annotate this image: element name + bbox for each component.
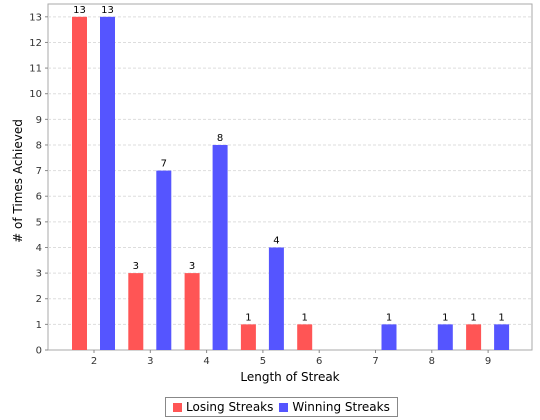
bar-winning-8 (437, 324, 453, 350)
y-tick-label: 7 (36, 166, 42, 177)
legend-item-losing: Losing Streaks (173, 400, 273, 414)
y-tick-label: 13 (29, 12, 42, 23)
bar-losing-4 (184, 273, 200, 350)
data-label: 1 (386, 312, 392, 323)
y-tick-label: 12 (29, 38, 42, 49)
y-tick-label: 1 (36, 320, 42, 331)
data-label: 13 (73, 5, 86, 16)
legend-swatch-losing (173, 402, 182, 412)
x-tick-label: 3 (147, 356, 153, 367)
data-label: 4 (273, 235, 279, 246)
y-tick-label: 8 (36, 140, 42, 151)
bars (72, 16, 510, 350)
data-label: 3 (133, 261, 139, 272)
legend-item-winning: Winning Streaks (279, 400, 390, 414)
data-label: 1 (498, 312, 504, 323)
legend-label-winning: Winning Streaks (292, 400, 390, 414)
bar-winning-5 (268, 247, 284, 350)
y-tick-label: 0 (36, 346, 42, 357)
data-label: 1 (442, 312, 448, 323)
x-tick-label: 9 (485, 356, 491, 367)
bar-winning-9 (494, 324, 510, 350)
bar-winning-2 (100, 16, 115, 350)
data-label: 7 (161, 159, 167, 170)
x-tick-label: 6 (316, 356, 322, 367)
x-tick-label: 8 (429, 356, 435, 367)
y-tick-label: 11 (29, 64, 42, 75)
bar-losing-2 (72, 16, 87, 350)
y-tick-label: 3 (36, 269, 42, 280)
x-tick-label: 7 (372, 356, 378, 367)
bar-losing-5 (240, 324, 256, 350)
x-axis-title: Length of Streak (240, 370, 339, 384)
plot-area (47, 3, 533, 351)
y-tick-label: 10 (29, 89, 42, 100)
data-label: 1 (470, 312, 476, 323)
bar-winning-3 (156, 170, 172, 350)
legend-swatch-winning (279, 402, 289, 412)
y-axis-title: # of Times Achieved (11, 119, 25, 243)
x-tick-label: 2 (91, 356, 97, 367)
y-tick-label: 9 (36, 115, 42, 126)
bar-losing-9 (466, 324, 482, 350)
x-axis: 2 3 4 5 6 7 8 9 (91, 350, 491, 367)
y-tick-label: 2 (36, 294, 42, 305)
bar-winning-4 (212, 144, 228, 350)
bar-losing-3 (128, 273, 144, 350)
y-tick-label: 4 (36, 243, 42, 254)
x-tick-label: 4 (203, 356, 209, 367)
bar-losing-6 (297, 324, 313, 350)
data-label: 8 (217, 133, 223, 144)
data-label: 1 (302, 312, 308, 323)
data-label: 1 (245, 312, 251, 323)
data-label: 3 (189, 261, 195, 272)
data-label: 13 (101, 5, 114, 16)
y-tick-label: 6 (36, 192, 42, 203)
legend: Losing Streaks Winning Streaks (165, 397, 398, 417)
x-tick-label: 5 (260, 356, 266, 367)
legend-label-losing: Losing Streaks (186, 400, 274, 414)
bar-winning-7 (381, 324, 397, 350)
y-tick-label: 5 (36, 217, 42, 228)
data-labels: 13 13 3 7 3 8 1 4 1 1 1 1 1 (73, 5, 505, 324)
